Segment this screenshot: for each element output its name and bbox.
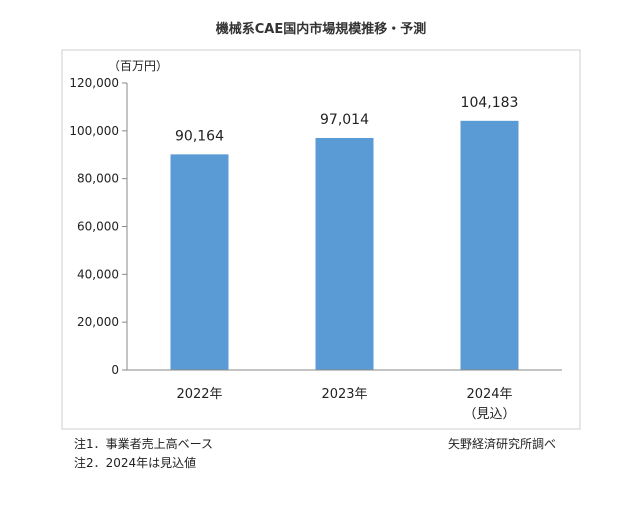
bar-3 <box>460 120 519 370</box>
y-tick-label: 0 <box>111 363 119 377</box>
chart-title: 機械系CAE国内市場規模推移・予測 <box>216 21 426 37</box>
data-label-3: 104,183 <box>461 95 519 111</box>
y-tick-label: 120,000 <box>69 76 119 90</box>
source-label: 矢野経済研究所調べ <box>448 437 557 451</box>
bar-1 <box>170 154 229 370</box>
category-labels: 2022年 2023年 2024年 （見込） <box>176 387 515 422</box>
y-tick-label: 40,000 <box>77 267 119 281</box>
y-tick-label: 60,000 <box>77 220 119 234</box>
category-label-1: 2022年 <box>176 387 222 402</box>
y-tick-label: 80,000 <box>77 172 119 186</box>
category-label-3: 2024年 <box>466 387 512 402</box>
category-sublabel-3: （見込） <box>463 407 515 422</box>
note-2: 注2．2024年は見込値 <box>74 456 197 470</box>
y-axis-unit-label: （百万円） <box>108 59 168 73</box>
category-label-2: 2023年 <box>321 387 367 402</box>
bars <box>170 120 519 370</box>
y-tick-label: 100,000 <box>69 124 119 138</box>
data-label-1: 90,164 <box>175 128 224 144</box>
y-axis-ticks: 0 20,000 40,000 60,000 80,000 100,000 120,000 <box>69 76 127 377</box>
y-tick-label: 20,000 <box>77 315 119 329</box>
bar-2 <box>315 137 374 370</box>
note-1: 注1．事業者売上高ベース <box>74 437 214 451</box>
data-labels: 90,164 97,014 104,183 <box>175 95 518 145</box>
chart-frame <box>61 49 581 430</box>
data-label-2: 97,014 <box>320 112 369 128</box>
